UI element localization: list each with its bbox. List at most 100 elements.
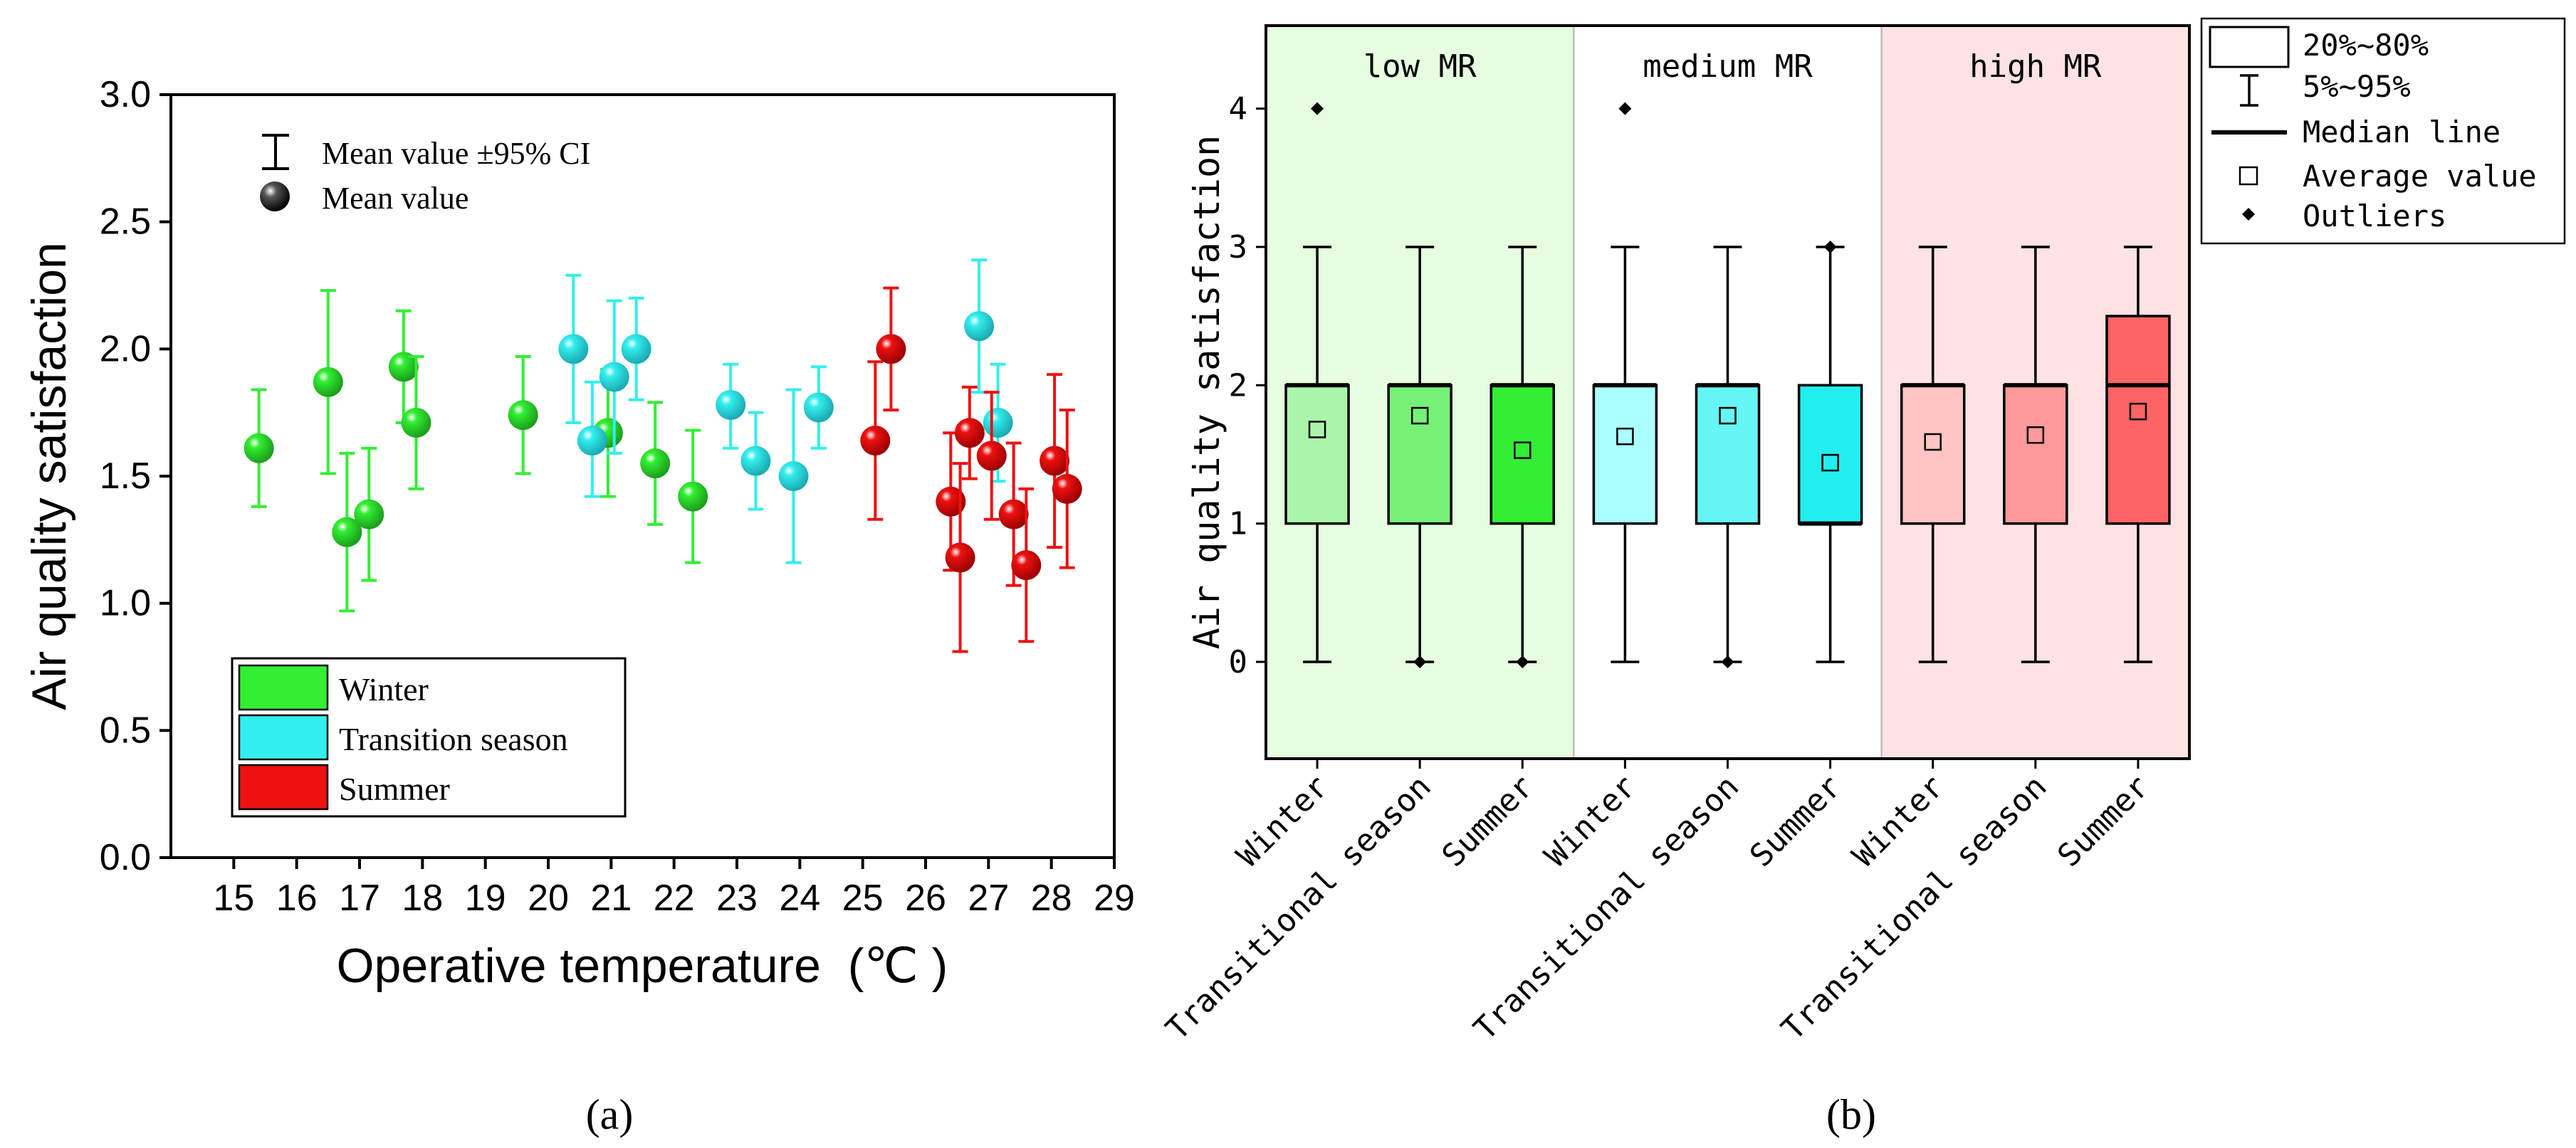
data-point — [388, 352, 419, 382]
data-point — [1040, 446, 1070, 476]
panel-a-caption: (a) — [586, 1091, 634, 1138]
box-0 — [1284, 102, 1350, 663]
outlier-marker — [1516, 655, 1529, 668]
mean-marker — [1719, 406, 1737, 425]
iqr-box — [1900, 384, 1966, 525]
y-tick-label: 1.0 — [100, 583, 151, 624]
region-label: medium MR — [1643, 48, 1813, 85]
data-point — [976, 441, 1007, 471]
y-tick-label: 2 — [1229, 367, 1248, 404]
series-summer — [860, 286, 1082, 653]
legend-ci-label: Mean value ±95% CI — [322, 136, 590, 171]
x-tick-label: 20 — [528, 878, 569, 919]
y-tick-label: 0.5 — [100, 710, 151, 751]
data-point — [354, 499, 384, 530]
data-point — [508, 400, 538, 431]
data-point — [640, 448, 671, 479]
box-3 — [1592, 102, 1658, 663]
legend-swatch-transition — [238, 714, 329, 761]
season-legend: Winter Transition season Summer — [231, 657, 627, 818]
mean-marker — [1514, 441, 1532, 459]
iqr-box — [1592, 384, 1658, 525]
x-tick-label: Winter — [1845, 769, 1951, 874]
y-axis-label: Air quality satisfaction — [1186, 135, 1227, 649]
box-7 — [2003, 246, 2068, 663]
y-axis-label: Air quality satisfaction — [22, 242, 76, 710]
legend-label-average: Average value — [2303, 159, 2537, 194]
outlier-marker — [1823, 240, 1837, 253]
legend-top: Mean value ±95% CI Mean value — [260, 134, 590, 216]
x-tick-label: 22 — [654, 878, 695, 919]
x-tick-label: Winter — [1538, 769, 1643, 874]
x-tick-label: 19 — [465, 878, 506, 919]
series-transition-season — [558, 258, 1013, 564]
data-point — [998, 499, 1029, 530]
mean-value-icon — [260, 181, 290, 211]
x-axis-ticks: 15 16 17 18 19 20 21 22 23 24 25 26 27 28 29 — [213, 858, 1135, 919]
box-2 — [1489, 246, 1556, 668]
boxes — [1284, 102, 2171, 668]
legend-mean-label: Mean value — [322, 181, 468, 216]
mean-marker — [1616, 427, 1634, 446]
data-point — [803, 392, 834, 423]
data-point — [740, 446, 771, 476]
data-points — [244, 258, 1082, 653]
y-tick-label: 0.0 — [100, 837, 151, 878]
legend-box-icon — [2209, 26, 2290, 68]
legend-outlier-icon — [2242, 208, 2255, 221]
data-point — [936, 486, 966, 517]
legend-label-transition: Transition season — [339, 721, 568, 757]
y-tick-label: 4 — [1229, 91, 1248, 127]
panel-b-box-chart: low MR medium MR high MR 0 1 2 3 4 WinterTrans… — [1159, 17, 2566, 1138]
y-tick-label: 0 — [1229, 644, 1248, 680]
x-tick-label: 21 — [590, 878, 632, 919]
y-axis-ticks: 0.0 0.5 1.0 1.5 2.0 2.5 3.0 — [100, 74, 171, 878]
x-tick-label: 27 — [968, 878, 1009, 919]
x-tick-label: Summer — [2051, 769, 2156, 874]
x-tick-label: 17 — [339, 878, 380, 919]
mean-marker — [1924, 433, 1942, 451]
box-5 — [1797, 240, 1863, 663]
x-tick-label: 18 — [402, 878, 443, 919]
y-axis-ticks: 0 1 2 3 4 — [1229, 91, 1266, 680]
legend-label-summer: Summer — [339, 771, 450, 807]
data-point — [716, 389, 746, 420]
iqr-box — [1489, 384, 1556, 525]
x-tick-label: 24 — [779, 878, 820, 919]
data-point — [876, 334, 906, 364]
iqr-box — [2003, 384, 2068, 525]
iqr-box — [1284, 384, 1350, 525]
y-tick-label: 1.5 — [100, 455, 151, 497]
iqr-box — [1387, 384, 1452, 525]
legend-average-icon — [2239, 166, 2258, 186]
data-point — [1052, 473, 1082, 504]
data-point — [778, 461, 809, 491]
legend-whisker-icon — [2240, 74, 2258, 107]
box-legend: 20%~80% 5%~95% Median line Average value… — [2200, 17, 2566, 245]
box-6 — [1900, 246, 1966, 663]
data-point — [1011, 550, 1042, 581]
region-label: low MR — [1363, 48, 1477, 85]
outlier-marker — [1413, 655, 1427, 668]
y-tick-label: 2.0 — [100, 328, 151, 369]
legend-label-winter: Winter — [339, 671, 429, 707]
mean-marker — [2026, 426, 2045, 444]
x-tick-label: 25 — [842, 878, 884, 919]
data-point — [678, 481, 708, 512]
x-tick-label: 15 — [213, 878, 254, 919]
legend-label-outliers: Outliers — [2303, 199, 2446, 233]
x-tick-label: 29 — [1094, 878, 1135, 919]
legend-label-median: Median line — [2303, 115, 2501, 149]
outlier-marker — [1618, 102, 1632, 115]
data-point — [954, 418, 985, 448]
box-4 — [1695, 246, 1761, 668]
mean-marker — [2129, 402, 2147, 421]
legend-label-range: 20%~80% — [2303, 28, 2429, 63]
x-tick-label: Summer — [1435, 769, 1541, 874]
data-point — [621, 334, 651, 364]
region-labels: low MR medium MR high MR — [1363, 48, 2102, 85]
data-point — [983, 407, 1013, 438]
x-tick-label: 23 — [716, 878, 758, 919]
data-point — [964, 311, 995, 342]
data-point — [599, 362, 629, 392]
